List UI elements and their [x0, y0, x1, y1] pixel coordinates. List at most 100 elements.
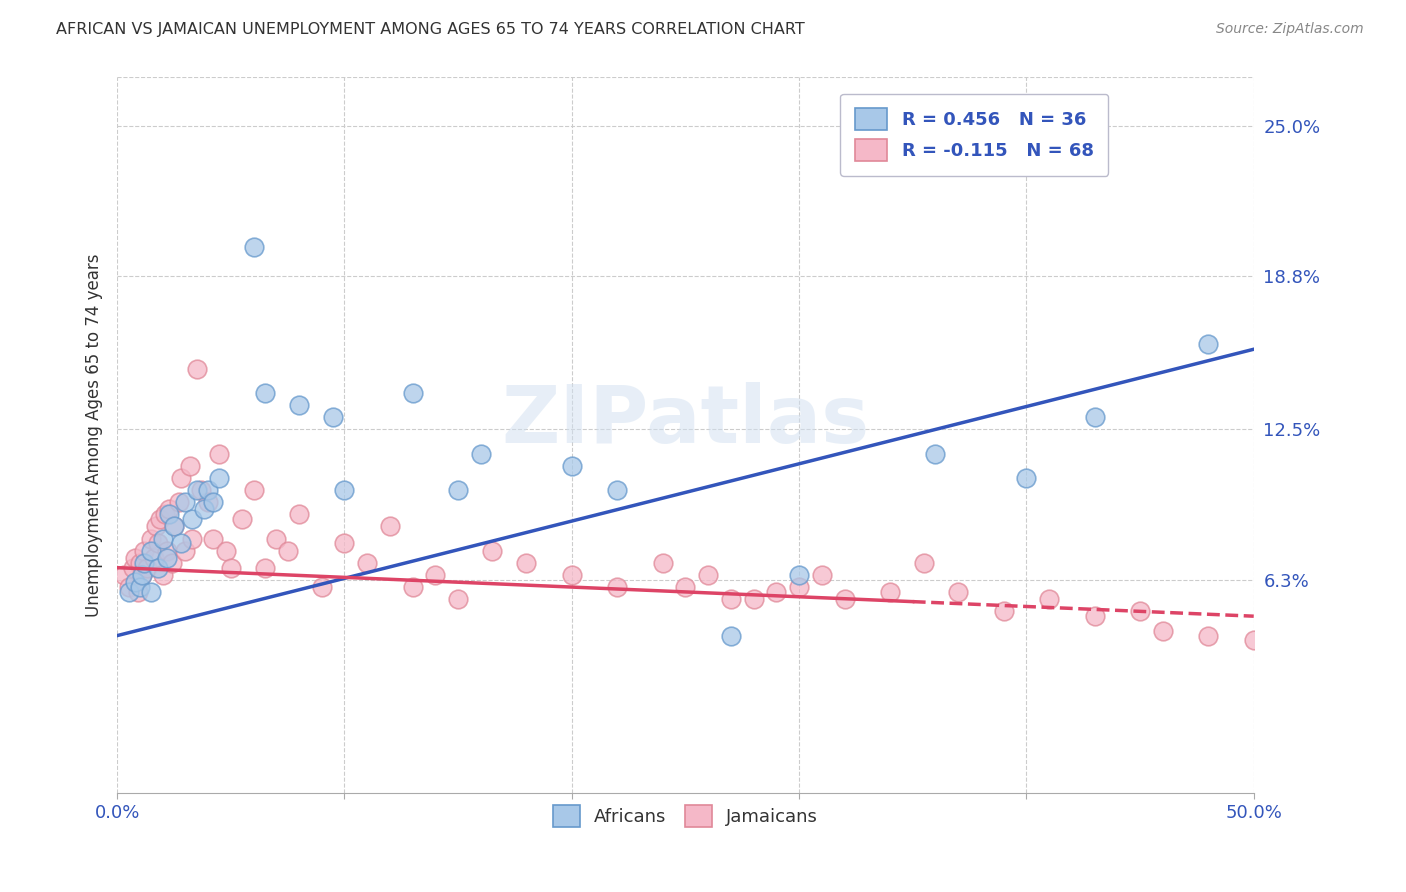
Point	[131, 568, 153, 582]
Point	[253, 385, 276, 400]
Point	[470, 447, 492, 461]
Point	[208, 471, 231, 485]
Point	[1152, 624, 1174, 638]
Point	[179, 458, 201, 473]
Point	[135, 560, 157, 574]
Point	[720, 629, 742, 643]
Point	[834, 592, 856, 607]
Point	[924, 447, 946, 461]
Point	[186, 483, 208, 497]
Point	[122, 560, 145, 574]
Point	[1197, 337, 1219, 351]
Point	[651, 556, 673, 570]
Text: AFRICAN VS JAMAICAN UNEMPLOYMENT AMONG AGES 65 TO 74 YEARS CORRELATION CHART: AFRICAN VS JAMAICAN UNEMPLOYMENT AMONG A…	[56, 22, 806, 37]
Point	[146, 536, 169, 550]
Point	[215, 543, 238, 558]
Point	[697, 568, 720, 582]
Point	[163, 519, 186, 533]
Point	[1243, 633, 1265, 648]
Point	[197, 483, 219, 497]
Point	[311, 580, 333, 594]
Point	[402, 385, 425, 400]
Point	[124, 551, 146, 566]
Point	[186, 361, 208, 376]
Point	[181, 532, 204, 546]
Point	[787, 580, 810, 594]
Point	[606, 580, 628, 594]
Point	[378, 519, 401, 533]
Point	[129, 556, 152, 570]
Point	[242, 483, 264, 497]
Point	[425, 568, 447, 582]
Text: ZIPatlas: ZIPatlas	[502, 382, 869, 460]
Legend: Africans, Jamaicans: Africans, Jamaicans	[546, 798, 825, 834]
Point	[242, 240, 264, 254]
Point	[124, 575, 146, 590]
Point	[606, 483, 628, 497]
Point	[1084, 609, 1107, 624]
Point	[253, 560, 276, 574]
Point	[481, 543, 503, 558]
Point	[174, 495, 197, 509]
Point	[277, 543, 299, 558]
Point	[1015, 471, 1038, 485]
Point	[879, 585, 901, 599]
Point	[174, 543, 197, 558]
Point	[288, 398, 311, 412]
Point	[515, 556, 537, 570]
Point	[159, 508, 181, 522]
Point	[322, 410, 344, 425]
Point	[141, 543, 163, 558]
Point	[288, 508, 311, 522]
Point	[912, 556, 935, 570]
Point	[156, 543, 179, 558]
Y-axis label: Unemployment Among Ages 65 to 74 years: Unemployment Among Ages 65 to 74 years	[86, 253, 103, 617]
Point	[117, 580, 139, 594]
Point	[112, 568, 135, 582]
Point	[201, 495, 224, 509]
Point	[197, 495, 219, 509]
Point	[720, 592, 742, 607]
Point	[193, 502, 215, 516]
Point	[190, 483, 212, 497]
Point	[127, 585, 149, 599]
Point	[117, 585, 139, 599]
Point	[231, 512, 253, 526]
Point	[356, 556, 378, 570]
Point	[675, 580, 697, 594]
Text: Source: ZipAtlas.com: Source: ZipAtlas.com	[1216, 22, 1364, 37]
Point	[134, 556, 156, 570]
Point	[948, 585, 970, 599]
Point	[152, 568, 174, 582]
Point	[146, 560, 169, 574]
Point	[149, 512, 172, 526]
Point	[333, 483, 356, 497]
Point	[141, 532, 163, 546]
Point	[170, 471, 193, 485]
Point	[145, 519, 167, 533]
Point	[1197, 629, 1219, 643]
Point	[561, 458, 583, 473]
Point	[765, 585, 787, 599]
Point	[561, 568, 583, 582]
Point	[156, 551, 179, 566]
Point	[153, 508, 176, 522]
Point	[181, 512, 204, 526]
Point	[447, 592, 470, 607]
Point	[134, 543, 156, 558]
Point	[129, 580, 152, 594]
Point	[160, 556, 183, 570]
Point	[402, 580, 425, 594]
Point	[1084, 410, 1107, 425]
Point	[152, 532, 174, 546]
Point	[1038, 592, 1060, 607]
Point	[742, 592, 765, 607]
Point	[811, 568, 834, 582]
Point	[159, 502, 181, 516]
Point	[993, 604, 1015, 618]
Point	[131, 568, 153, 582]
Point	[167, 495, 190, 509]
Point	[201, 532, 224, 546]
Point	[1129, 604, 1152, 618]
Point	[219, 560, 242, 574]
